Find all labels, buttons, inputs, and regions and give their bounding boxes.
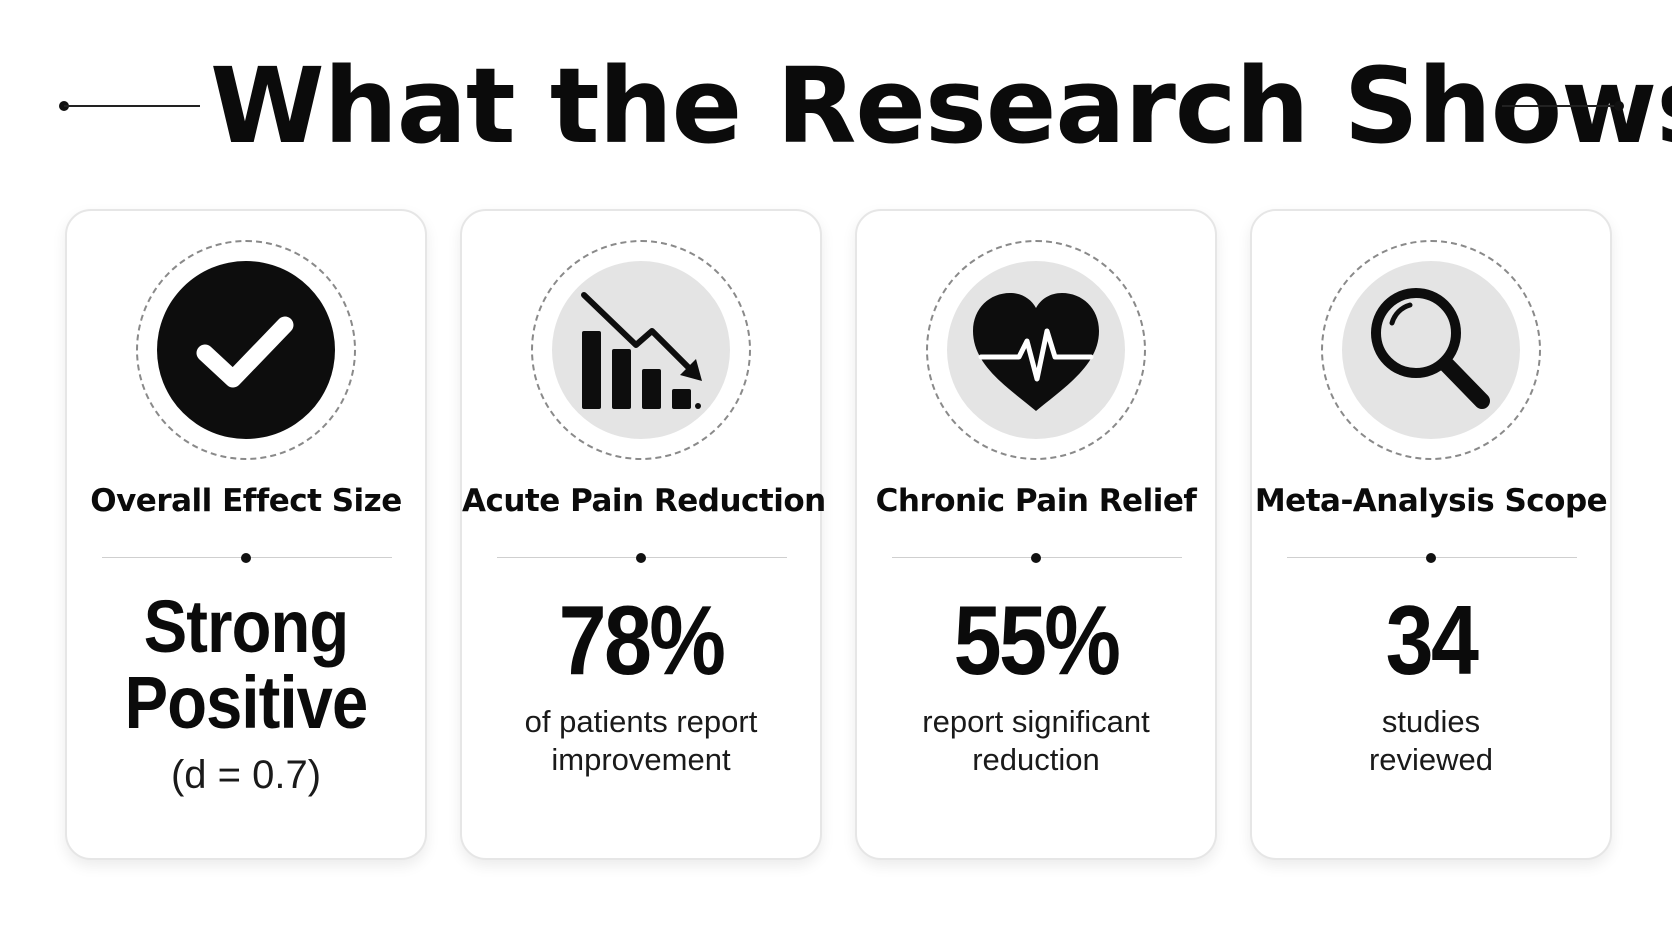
card-acute-pain-reduction: Acute Pain Reduction 78% of patients rep… [460,209,826,860]
divider-dot [1426,553,1436,563]
chronic-pain-detail-line1: report significant [922,704,1150,739]
studies-count-detail-line1: studies [1381,704,1481,739]
check-circle-icon [196,316,294,388]
chronic-pain-detail-line2: reduction [972,742,1100,777]
studies-count-detail-line2: reviewed [1368,742,1494,777]
effect-size-value-line1: Strong [143,585,349,668]
declining-bar-chart-icon [581,292,702,409]
icon-ring [926,240,1146,460]
studies-count-value: 34 [1385,585,1479,695]
icon-ring [531,240,751,460]
acute-pain-detail-line1: of patients report [524,704,758,739]
acute-pain-detail-line2: improvement [551,742,731,777]
title-right-dot [1614,101,1624,111]
page-title: What the Research Shows [210,45,1672,167]
effect-size-value: Strong Positive [88,589,403,741]
card-label: Acute Pain Reduction [462,483,826,519]
divider-dot [241,553,251,563]
title-row: What the Research Shows [0,36,1672,176]
effect-size-detail: (d = 0.7) [170,753,322,797]
chronic-pain-value: 55% [953,585,1121,695]
icon-ring [1321,240,1541,460]
card-label: Meta-Analysis Scope [1254,483,1608,519]
card-meta-analysis-scope: Meta-Analysis Scope 34 studies reviewed [1250,209,1612,860]
divider-dot [1031,553,1041,563]
chronic-pain-detail: report significant reduction [857,703,1215,779]
divider-dot [636,553,646,563]
title-left-rule [64,105,200,107]
card-overall-effect-size: Overall Effect Size Strong Positive (d =… [65,209,427,860]
acute-pain-value: 78% [558,585,726,695]
title-right-rule [1502,105,1620,107]
card-chronic-pain-relief: Chronic Pain Relief 55% report significa… [855,209,1217,860]
card-label: Overall Effect Size [90,483,402,519]
effect-size-value-line2: Positive [124,661,369,744]
acute-pain-detail: of patients report improvement [462,703,820,779]
icon-disc [552,261,730,439]
magnifying-glass-icon [1371,288,1490,409]
icon-ring [136,240,356,460]
icon-disc [157,261,335,439]
card-label: Chronic Pain Relief [875,483,1197,519]
heart-pulse-icon [973,293,1099,411]
studies-count-detail: studies reviewed [1252,703,1610,779]
